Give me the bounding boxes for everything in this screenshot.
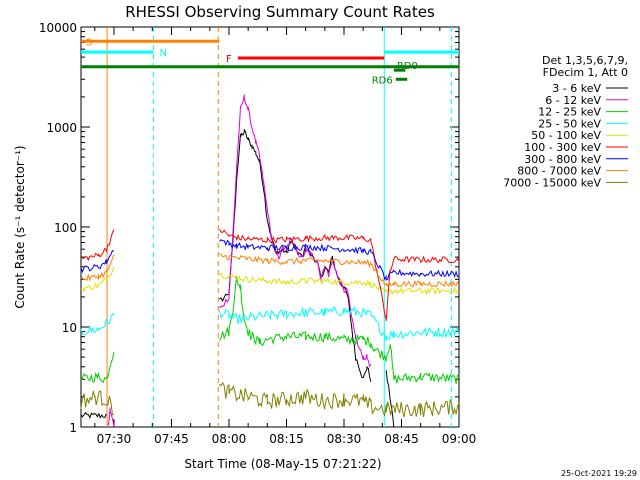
x-tick-label: 09:00 (442, 432, 477, 446)
legend-entry-label: 3 - 6 keV (552, 82, 601, 95)
series-line (219, 253, 460, 288)
plot-area: 07:30 07:45 08:00 08:15 08:30 08:45 09:00 1 10 10… (39, 21, 476, 446)
x-tick-label: 08:00 (212, 432, 247, 446)
footer-date: 25-Oct-2021 19:29 (561, 469, 637, 478)
series-line (80, 266, 115, 293)
legend-entry-label: 6 - 12 keV (545, 94, 601, 107)
y-tick-label: 1000 (46, 121, 77, 135)
series-line (80, 411, 107, 419)
chart-title: RHESSI Observing Summary Count Rates (125, 3, 435, 21)
x-tick-label: 08:30 (327, 432, 362, 446)
annotation-label: RD0 (397, 61, 418, 72)
y-tick-label: 1 (69, 421, 77, 435)
legend-entry-label: 100 - 300 keV (524, 141, 601, 154)
x-tick-label: 08:15 (269, 432, 304, 446)
y-tick-label: 100 (54, 221, 77, 235)
series-line (219, 381, 460, 417)
series-line (80, 254, 115, 282)
series-line (385, 370, 395, 428)
series-line (80, 229, 115, 262)
series-line (80, 390, 115, 416)
legend-entry-label: 25 - 50 keV (538, 117, 601, 130)
series-line (219, 129, 372, 382)
legend-entry-label: 12 - 25 keV (538, 106, 601, 119)
series-line (80, 249, 115, 274)
x-tick-label: 07:30 (97, 432, 132, 446)
annotation-label: RD6 (372, 75, 393, 86)
series-line (107, 407, 115, 427)
y-axis-label: Count Rate (s⁻¹ detector⁻¹) (13, 145, 27, 308)
legend-header: Det 1,3,5,6,7,9, (542, 54, 628, 67)
legend-header: FDecim 1, Att 0 (543, 66, 628, 79)
legend-entry-label: 7000 - 15000 keV (503, 176, 601, 189)
series-line (218, 276, 460, 384)
annotation-label: S (86, 37, 92, 48)
series-line (80, 352, 115, 384)
series-line (218, 229, 460, 321)
legend-entry-label: 50 - 100 keV (531, 129, 601, 142)
x-axis-label: Start Time (08-May-15 07:21:22) (184, 457, 381, 471)
legend-entry-label: 800 - 7000 keV (517, 165, 601, 178)
x-tick-label: 08:45 (384, 432, 419, 446)
x-tick-label: 07:45 (154, 432, 189, 446)
y-tick-label: 10 (62, 321, 77, 335)
annotation-label: N (159, 48, 166, 59)
series-line (219, 94, 372, 368)
legend-entry-label: 300 - 800 keV (524, 153, 601, 166)
annotation-label: F (226, 54, 232, 65)
series-line (219, 239, 460, 281)
series-line (218, 271, 460, 296)
series-line (80, 312, 115, 336)
y-tick-label: 10000 (39, 21, 77, 35)
legend: Det 1,3,5,6,7,9,FDecim 1, Att 0 3 - 6 keV… (503, 54, 628, 189)
series-line (218, 305, 460, 342)
